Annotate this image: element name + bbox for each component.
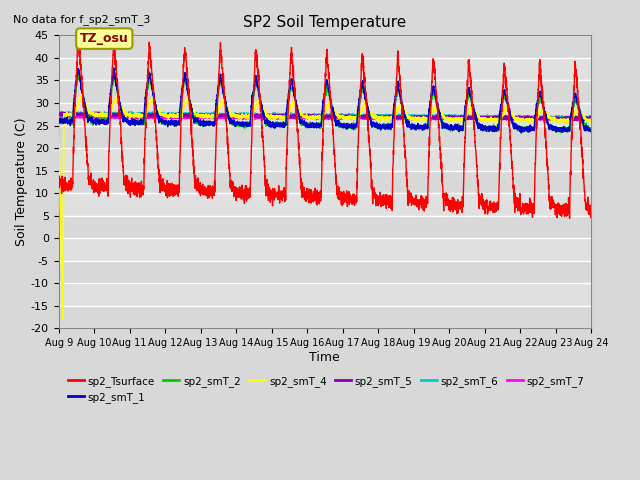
Text: TZ_osu: TZ_osu [80,32,129,45]
Bar [59,216,591,238]
Bar [59,306,591,328]
Bar [59,125,591,148]
Bar [59,261,591,283]
Title: SP2 Soil Temperature: SP2 Soil Temperature [243,15,406,30]
Bar [59,170,591,193]
Y-axis label: Soil Temperature (C): Soil Temperature (C) [15,118,28,246]
X-axis label: Time: Time [310,351,340,364]
Legend: sp2_Tsurface, sp2_smT_1, sp2_smT_2, sp2_smT_4, sp2_smT_5, sp2_smT_6, sp2_smT_7: sp2_Tsurface, sp2_smT_1, sp2_smT_2, sp2_… [64,372,589,407]
Text: No data for f_sp2_smT_3: No data for f_sp2_smT_3 [13,14,150,25]
Bar [59,81,591,103]
Bar [59,36,591,58]
